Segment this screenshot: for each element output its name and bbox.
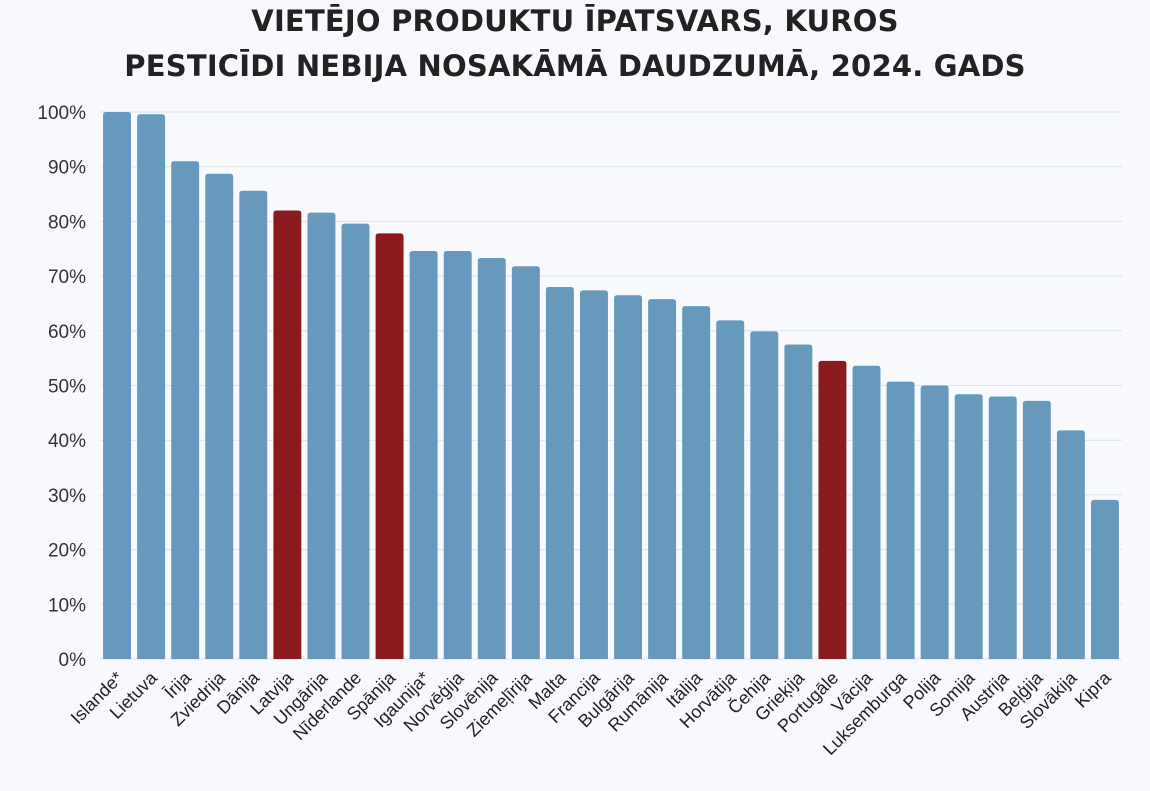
y-tick-label: 100%: [37, 103, 86, 124]
y-tick-label: 80%: [48, 212, 86, 233]
bar: [341, 223, 370, 659]
bar: [1056, 430, 1085, 659]
bar: [239, 190, 268, 659]
bar: [682, 306, 711, 659]
bar: [750, 331, 779, 659]
bar: [171, 161, 200, 660]
y-tick-label: 30%: [48, 486, 86, 507]
bar: [103, 112, 132, 659]
gridlines: [100, 111, 1122, 660]
bar: [273, 210, 302, 659]
bars: [103, 112, 1119, 660]
bar: [375, 233, 404, 659]
bar: [137, 114, 166, 660]
bar: [614, 295, 643, 659]
y-tick-label: 20%: [48, 541, 86, 562]
bar: [1090, 499, 1119, 659]
y-axis: 0% 10% 20% 30% 40% 50% 60% 70% 80% 90% 100%: [37, 103, 86, 671]
bar: [818, 360, 847, 659]
bar: [1022, 400, 1051, 659]
bar: [307, 212, 336, 659]
chart-title-line-2: PESTICĪDI NEBIJA NOSAKĀMĀ DAUDZUMĀ, 2024…: [124, 49, 1026, 83]
x-category-label: Kipra: [1071, 667, 1116, 712]
bar: [205, 173, 234, 659]
bar: [784, 344, 813, 659]
bar: [920, 385, 949, 659]
y-tick-label: 90%: [48, 158, 86, 179]
bar: [579, 290, 608, 659]
x-axis-labels: Islande*Lietuva ĪrijaZviedrijaDānijaLatvi…: [67, 666, 1116, 759]
chart-title-line-1: VIETĒJO PRODUKTU ĪPATSVARS, KUROS: [251, 4, 899, 38]
y-tick-label: 40%: [48, 431, 86, 452]
bar: [886, 381, 915, 659]
bar: [443, 250, 472, 660]
y-tick-label: 10%: [48, 595, 86, 616]
y-tick-label: 0%: [59, 650, 87, 671]
bar: [545, 287, 574, 659]
bar: [716, 320, 745, 659]
bar: [648, 299, 677, 659]
y-tick-label: 70%: [48, 267, 86, 288]
bar: [511, 266, 540, 659]
bar: [477, 258, 506, 659]
y-tick-label: 60%: [48, 322, 86, 343]
bar: [954, 394, 983, 659]
y-tick-label: 50%: [48, 377, 86, 398]
bar: [852, 365, 881, 659]
bar: [409, 250, 438, 660]
bar: [988, 396, 1017, 659]
